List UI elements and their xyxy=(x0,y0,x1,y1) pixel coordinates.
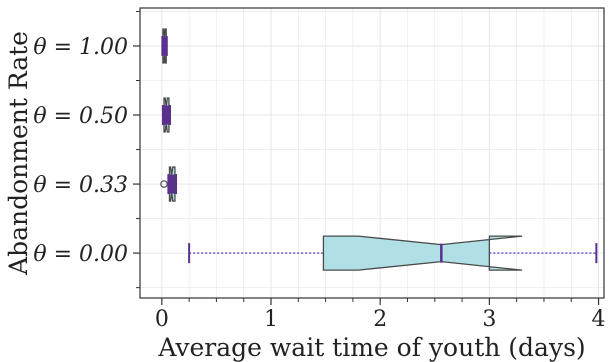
y-tick-label: θ = 1.00 xyxy=(33,35,128,60)
x-tick-label: 2 xyxy=(373,307,387,332)
grid-lines xyxy=(140,8,604,298)
y-tick-label: θ = 0.50 xyxy=(33,104,128,129)
x-tick-label: 4 xyxy=(592,307,606,332)
x-tick-label: 1 xyxy=(264,307,278,332)
box-group xyxy=(160,166,178,202)
x-axis-label: Average wait time of youth (days) xyxy=(157,333,585,362)
x-tick-label: 0 xyxy=(155,307,169,332)
axis-ticks: 0 1 2 3 4 θ = 1.00 θ = 0.50 θ = 0.33 θ = 0.00 xyxy=(33,10,606,332)
box-group xyxy=(161,28,168,64)
box xyxy=(322,235,523,271)
axes-frame xyxy=(139,7,605,299)
outlier-point xyxy=(160,180,168,188)
box-group xyxy=(161,97,172,133)
box-group xyxy=(188,235,598,271)
y-tick-label: θ = 0.33 xyxy=(33,173,128,198)
y-tick-label: θ = 0.00 xyxy=(33,242,128,267)
x-tick-label: 3 xyxy=(482,307,496,332)
plot-area xyxy=(160,28,598,271)
y-axis-label: Abandonment Rate xyxy=(4,31,33,276)
